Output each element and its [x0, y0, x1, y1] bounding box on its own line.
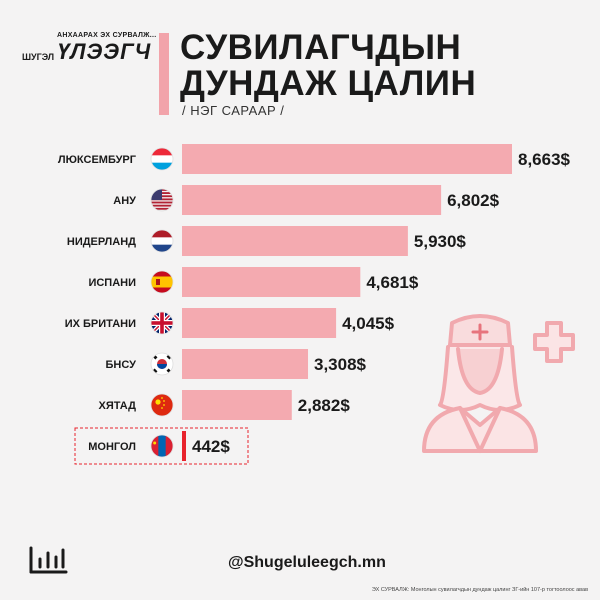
- bar: [182, 308, 337, 338]
- category-label: МОНГОЛ: [88, 441, 136, 453]
- south-korea-flag-icon: [150, 352, 174, 376]
- value-label: 442$: [192, 437, 230, 456]
- title-accent-bar: [159, 33, 169, 115]
- nurse-icon: [422, 314, 575, 453]
- category-label: ИХ БРИТАНИ: [65, 318, 136, 330]
- title-line-2: ДУНДАЖ ЦАЛИН: [180, 64, 477, 103]
- uk-flag-icon: [150, 311, 174, 335]
- luxembourg-flag-icon: [150, 147, 174, 171]
- highlight-box: [74, 427, 249, 465]
- title-line-1: СУВИЛАГЧДЫН: [180, 28, 462, 67]
- value-label: 8,663$: [518, 150, 571, 169]
- value-label: 4,045$: [342, 314, 395, 333]
- bar: [182, 267, 361, 297]
- usa-flag-icon: [150, 188, 174, 212]
- netherlands-flag-icon: [150, 229, 174, 253]
- china-flag-icon: [150, 393, 174, 417]
- page-title: СУВИЛАГЧДЫН ДУНДАЖ ЦАЛИН: [180, 30, 476, 102]
- bar: [182, 390, 292, 420]
- category-label: АНУ: [113, 195, 136, 207]
- mongolia-flag-icon: [150, 434, 174, 458]
- bar-chart-icon: [29, 546, 68, 574]
- value-label: 3,308$: [314, 355, 367, 374]
- category-label: ЛЮКСЕМБУРГ: [58, 154, 137, 166]
- bar: [182, 349, 309, 379]
- bar: [182, 144, 512, 174]
- category-label: БНСУ: [106, 359, 137, 371]
- social-handle: @Shugeluleegch.mn: [228, 554, 386, 571]
- category-label: ИСПАНИ: [88, 277, 136, 289]
- page-subtitle: / НЭГ САРААР /: [182, 103, 285, 118]
- logo-big-text: ҮЛЭЭГЧ: [57, 39, 152, 64]
- category-label: НИДЕРЛАНД: [67, 236, 136, 248]
- spain-flag-icon: [150, 270, 174, 294]
- bar: [182, 185, 442, 215]
- bar: [182, 226, 408, 256]
- value-label: 5,930$: [414, 232, 467, 251]
- value-label: 2,882$: [298, 396, 351, 415]
- logo-tagline: АНХААРАХ ЭХ СУРВАЛЖ...: [57, 32, 157, 39]
- logo: АНХААРАХ ЭХ СУРВАЛЖ... ШУГЭЛ ҮЛЭЭГЧ: [22, 32, 157, 65]
- source-note: ЭХ СУРВАЛЖ: Монголын сувилагчдын дундаж …: [371, 587, 588, 593]
- logo-small-text: ШУГЭЛ: [22, 52, 55, 62]
- category-label: ХЯТАД: [99, 400, 137, 412]
- value-label: 6,802$: [447, 191, 500, 210]
- value-label: 4,681$: [366, 273, 419, 292]
- bar: [182, 431, 186, 461]
